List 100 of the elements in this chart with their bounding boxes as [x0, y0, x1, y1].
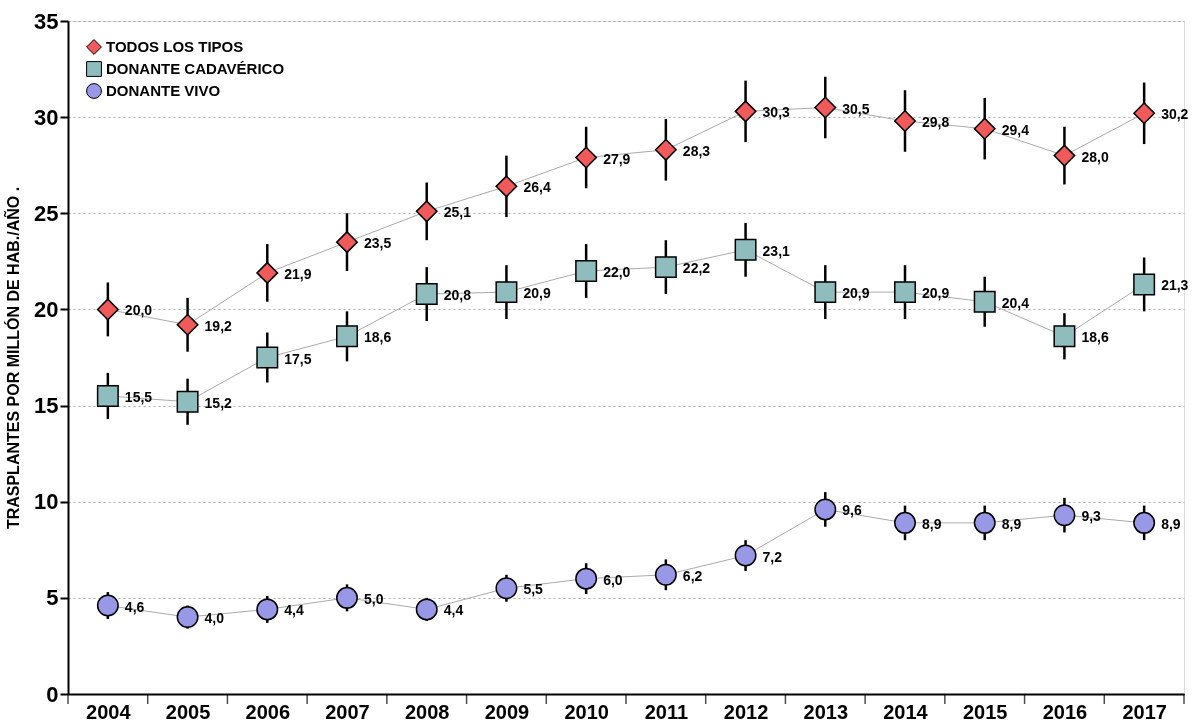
- data-label: 21,9: [284, 265, 312, 282]
- x-tick-label: 2012: [723, 700, 769, 723]
- data-label: 18,6: [1081, 329, 1109, 346]
- point: [256, 346, 279, 369]
- point: [575, 567, 598, 590]
- data-label: 22,2: [682, 260, 711, 277]
- data-label: 6,2: [682, 567, 703, 584]
- point: [894, 109, 916, 132]
- data-label: 30,2: [1161, 106, 1189, 123]
- x-tick-label: 2006: [245, 700, 291, 723]
- data-label: 20,9: [922, 285, 950, 302]
- x-tick-label: 2011: [644, 700, 689, 723]
- y-tick-label: 20: [34, 296, 59, 322]
- point: [734, 100, 757, 123]
- point: [654, 563, 677, 586]
- data-label: 28,3: [682, 142, 711, 159]
- data-label: 25,1: [443, 204, 472, 221]
- data-label: 18,6: [364, 329, 392, 346]
- legend-label: TODOS LOS TIPOS: [106, 38, 244, 55]
- point: [96, 594, 119, 617]
- x-tick-label: 2013: [803, 700, 849, 723]
- data-label: 23,5: [364, 235, 392, 252]
- point: [1133, 102, 1156, 125]
- data-label: 8,9: [1001, 515, 1022, 532]
- data-label: 23,1: [762, 242, 791, 259]
- x-tick-label: 2005: [165, 700, 211, 723]
- y-tick-label: 15: [34, 393, 59, 419]
- point: [1053, 504, 1076, 527]
- point: [256, 261, 279, 284]
- data-label: 28,0: [1081, 148, 1109, 165]
- legend-label: DONANTE CADAVÉRICO: [106, 60, 285, 77]
- point: [495, 577, 518, 600]
- point: [336, 325, 358, 348]
- data-label: 4,4: [284, 602, 304, 619]
- data-label: 7,2: [762, 548, 783, 565]
- data-label: 20,8: [443, 287, 472, 304]
- point: [814, 498, 837, 521]
- y-tick-label: 25: [34, 200, 59, 226]
- point: [734, 238, 757, 261]
- y-tick-label: 30: [34, 104, 59, 130]
- point: [415, 200, 438, 223]
- point: [96, 384, 119, 407]
- data-label: 5,5: [523, 581, 544, 598]
- point: [336, 586, 358, 609]
- point: [814, 96, 837, 119]
- point: [1133, 273, 1156, 296]
- point: [336, 231, 358, 254]
- data-label: 20,9: [523, 285, 551, 302]
- point: [495, 281, 518, 304]
- data-label: 21,3: [1161, 277, 1189, 294]
- legend-label: DONANTE VIVO: [106, 82, 221, 99]
- x-tick-label: 2009: [484, 700, 530, 723]
- data-label: 8,9: [1161, 515, 1181, 532]
- data-label: 4,0: [204, 610, 225, 627]
- point: [973, 511, 996, 534]
- point: [654, 138, 677, 161]
- point: [96, 298, 119, 321]
- y-tick-label: 10: [34, 489, 59, 515]
- data-label: 15,5: [124, 388, 153, 405]
- point: [176, 606, 199, 629]
- x-tick-label: 2015: [962, 700, 1008, 723]
- point: [894, 511, 916, 534]
- data-label: 8,9: [922, 515, 942, 532]
- point: [176, 390, 199, 413]
- point: [1053, 325, 1076, 348]
- data-label: 9,6: [842, 502, 862, 519]
- y-tick-label: 35: [34, 8, 59, 34]
- data-label: 6,0: [603, 571, 623, 588]
- data-label: 30,5: [842, 100, 870, 117]
- y-tick-label: 5: [46, 585, 59, 611]
- data-label: 29,4: [1001, 121, 1030, 138]
- x-tick-label: 2014: [883, 700, 929, 723]
- data-label: 19,2: [204, 317, 233, 334]
- x-tick-label: 2016: [1042, 700, 1088, 723]
- point: [256, 598, 279, 621]
- data-label: 29,8: [922, 113, 950, 130]
- x-tick-label: 2010: [564, 700, 609, 723]
- data-label: 17,5: [284, 350, 312, 367]
- data-label: 26,4: [523, 179, 551, 196]
- data-label: 15,2: [204, 394, 233, 411]
- point: [973, 117, 996, 140]
- point: [495, 175, 518, 198]
- data-label: 22,0: [603, 263, 631, 280]
- data-label: 5,0: [364, 590, 384, 607]
- data-label: 27,9: [603, 150, 631, 167]
- data-label: 20,4: [1001, 294, 1030, 311]
- point: [575, 146, 598, 169]
- data-label: 9,3: [1081, 508, 1102, 525]
- point: [814, 281, 837, 304]
- x-tick-label: 2007: [325, 700, 370, 723]
- point: [973, 290, 996, 313]
- data-label: 4,4: [443, 602, 464, 619]
- y-axis-title: TRASPLANTES POR MILLÓN DE HAB./AÑO .: [3, 186, 23, 530]
- x-tick-label: 2008: [404, 700, 450, 723]
- data-label: 20,0: [124, 302, 153, 319]
- point: [1133, 511, 1156, 534]
- point: [1053, 144, 1076, 167]
- data-label: 4,6: [124, 598, 145, 615]
- x-tick-label: 2017: [1122, 700, 1167, 723]
- data-label: 20,9: [842, 285, 870, 302]
